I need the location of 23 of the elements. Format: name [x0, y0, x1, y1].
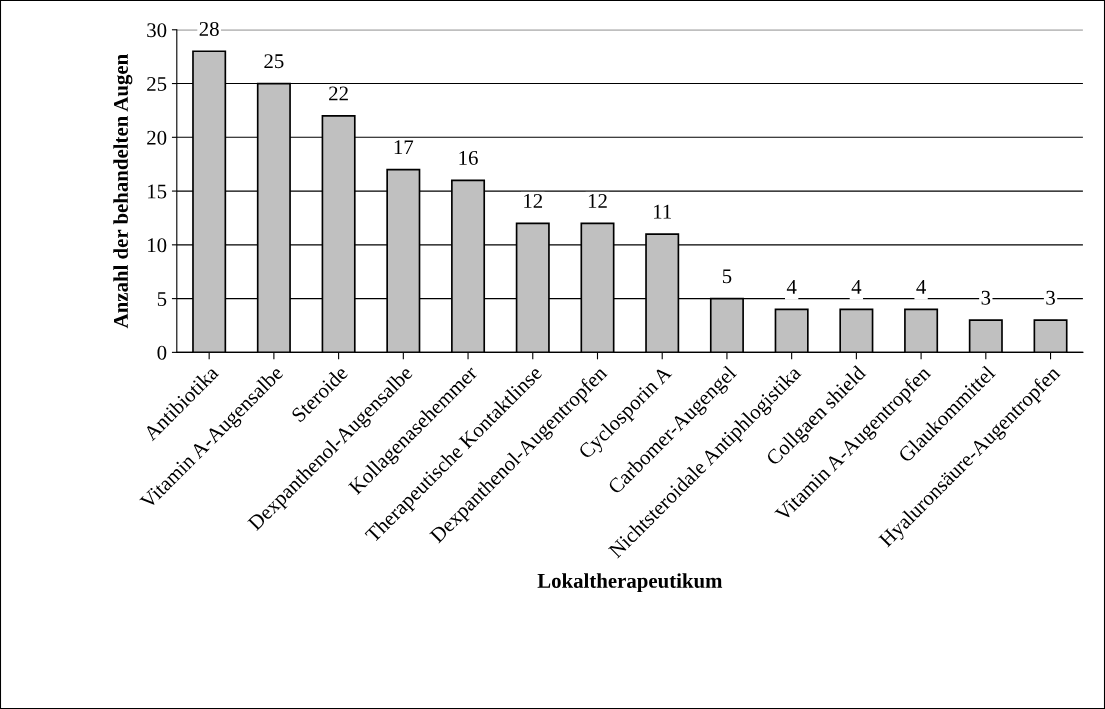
data-label: 16	[459, 150, 478, 165]
y-tick-label: 15	[148, 184, 167, 199]
data-label: 3	[1046, 290, 1055, 305]
y-axis-title: Anzahl der behandelten Augen	[113, 54, 133, 329]
y-tick-label: 10	[148, 238, 167, 253]
y-tick-label: 20	[147, 130, 167, 145]
data-label: 11	[654, 204, 671, 219]
data-label: 25	[264, 54, 284, 69]
data-label: 17	[394, 140, 414, 155]
data-label: 3	[981, 290, 991, 305]
data-label: 4	[851, 280, 862, 294]
data-label: 5	[722, 269, 732, 284]
data-label: 12	[524, 193, 543, 208]
y-tick-label: 25	[147, 76, 167, 91]
y-tick-label: 30	[147, 23, 167, 38]
data-label: 4	[786, 280, 797, 294]
x-axis-title: Lokaltherapeutikum	[537, 573, 723, 593]
y-tick-label: 0	[157, 345, 167, 360]
data-label: 28	[199, 21, 219, 36]
data-label: 22	[329, 86, 348, 101]
y-tick-label: 5	[157, 292, 167, 307]
data-label: 4	[916, 280, 926, 294]
data-label: 12	[588, 193, 607, 208]
